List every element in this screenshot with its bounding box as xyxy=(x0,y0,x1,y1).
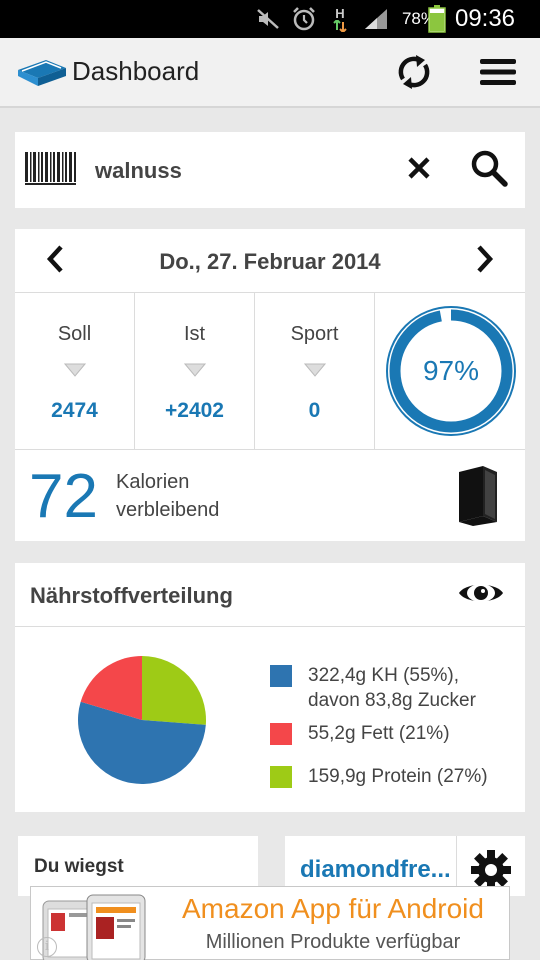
signal-icon xyxy=(362,0,390,38)
search-icon xyxy=(470,149,508,192)
clock: 09:36 xyxy=(454,5,516,32)
legend-swatch xyxy=(270,766,292,788)
eye-icon xyxy=(458,578,504,613)
progress-ring: 97% xyxy=(383,301,519,441)
ad-subline: Millionen Produkte verfügbar xyxy=(205,931,461,953)
dropdown-triangle-icon xyxy=(303,363,327,377)
mute-icon xyxy=(254,0,282,38)
date-bar: Do., 27. Februar 2014 xyxy=(15,229,525,293)
pie-slice-fett xyxy=(80,656,142,720)
stat-value: 0 xyxy=(308,399,321,422)
clear-icon xyxy=(407,156,431,185)
pie-slice-kh xyxy=(77,701,206,784)
sync-button[interactable] xyxy=(392,52,436,96)
search-button[interactable] xyxy=(467,148,511,192)
remaining-label-line1: Kalorien xyxy=(116,471,190,493)
sync-icon xyxy=(394,53,434,96)
alarm-icon xyxy=(289,0,319,38)
stat-value: +2402 xyxy=(165,399,224,422)
prev-day-button[interactable] xyxy=(35,241,75,281)
remaining-label-line2: verbleibend xyxy=(116,499,220,521)
stat-label: Soll xyxy=(57,323,92,345)
legend-sublabel: davon 83,8g Zucker xyxy=(308,690,476,711)
battery-icon xyxy=(426,0,448,38)
diary-book-icon[interactable] xyxy=(455,464,505,526)
progress-ring-arc xyxy=(389,309,513,433)
hspa-icon: H xyxy=(330,0,350,38)
nutrient-header: Nährstoffverteilung xyxy=(15,563,525,627)
current-date: Do., 27. Februar 2014 xyxy=(159,249,381,274)
remaining-calories: 72 Kalorien verbleibend xyxy=(15,450,525,541)
stat-ist[interactable]: Ist +2402 xyxy=(135,293,255,450)
search-input[interactable]: walnuss xyxy=(95,158,182,183)
legend-swatch xyxy=(270,665,292,687)
weight-title: Du wiegst xyxy=(34,856,124,877)
action-bar: Dashboard xyxy=(0,38,540,108)
toggle-visibility-button[interactable] xyxy=(455,575,507,615)
stat-value: 2474 xyxy=(51,399,98,422)
page-title: Dashboard xyxy=(72,56,200,86)
ad-banner[interactable]: Amazon App für Android Millionen Produkt… xyxy=(30,886,510,960)
day-summary-card: Do., 27. Februar 2014 Soll 2474 Ist +240… xyxy=(15,229,525,541)
progress-percent: 97% xyxy=(422,355,480,386)
dropdown-triangle-icon xyxy=(63,363,87,377)
prev-day-icon xyxy=(45,244,65,279)
app-logo-icon[interactable] xyxy=(16,56,68,90)
next-day-icon xyxy=(475,244,495,279)
nutrient-card: Nährstoffverteilung 322,4g KH (55%), dav… xyxy=(15,563,525,812)
pie-slice-protein xyxy=(142,656,206,725)
dropdown-triangle-icon xyxy=(183,363,207,377)
friend-name: diamondfre... xyxy=(300,856,451,883)
legend-label: 55,2g Fett (21%) xyxy=(308,723,450,744)
gear-icon[interactable] xyxy=(469,848,513,892)
clear-search-button[interactable] xyxy=(399,150,439,190)
stat-sport[interactable]: Sport 0 xyxy=(255,293,375,450)
remaining-label: Kalorien verbleibend xyxy=(116,468,219,524)
stat-label: Sport xyxy=(290,323,339,345)
network-letter: H xyxy=(335,5,345,21)
legend-item-kh: 322,4g KH (55%), davon 83,8g Zucker xyxy=(270,663,476,713)
menu-button[interactable] xyxy=(476,52,520,96)
ad-headline: Amazon App für Android xyxy=(182,893,484,924)
search-card: walnuss xyxy=(15,132,525,208)
barcode-icon[interactable] xyxy=(25,152,77,186)
divider xyxy=(456,836,457,896)
legend-item-fett: 55,2g Fett (21%) xyxy=(270,721,450,746)
legend-swatch xyxy=(270,723,292,745)
next-day-button[interactable] xyxy=(465,241,505,281)
stat-soll[interactable]: Soll 2474 xyxy=(15,293,135,450)
calorie-stats: Soll 2474 Ist +2402 Sport 0 97% xyxy=(15,293,525,450)
ad-info-icon[interactable]: i xyxy=(37,937,57,957)
remaining-value: 72 xyxy=(29,462,98,531)
battery-percent: 78% xyxy=(401,9,436,28)
legend-label: 159,9g Protein (27%) xyxy=(308,766,488,787)
stat-label: Ist xyxy=(183,323,206,345)
legend-item-protein: 159,9g Protein (27%) xyxy=(270,764,488,789)
legend-label: 322,4g KH (55%), xyxy=(308,665,460,686)
status-bar: H 78% 09:36 xyxy=(0,0,540,38)
nutrient-title: Nährstoffverteilung xyxy=(30,583,233,608)
menu-icon xyxy=(479,57,517,92)
nutrient-pie-chart xyxy=(77,656,206,784)
